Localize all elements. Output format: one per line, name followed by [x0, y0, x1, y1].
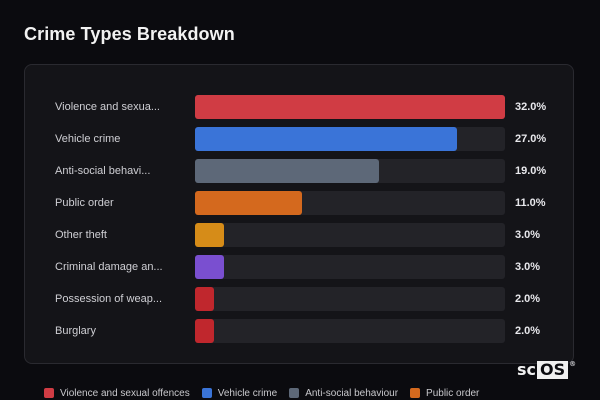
bar	[195, 319, 215, 343]
bar	[195, 191, 302, 215]
bar-track	[195, 159, 505, 183]
bar	[195, 255, 225, 279]
bar-row: Criminal damage an... 3.0%	[25, 255, 573, 279]
bar-value-label: 27.0%	[515, 133, 547, 145]
bar-track	[195, 191, 505, 215]
bar-category-label: Vehicle crime	[55, 133, 121, 145]
bar-category-label: Anti-social behavi...	[55, 165, 151, 177]
bar-row: Violence and sexua... 32.0%	[25, 95, 573, 119]
bar-value-label: 32.0%	[515, 101, 547, 113]
legend-label: Violence and sexual offences	[60, 387, 190, 399]
scos-logo: sc OS ®	[517, 360, 576, 379]
bar	[195, 159, 380, 183]
bar-track	[195, 319, 505, 343]
chart-panel: Violence and sexua... 32.0% Vehicle crime 2…	[24, 64, 574, 364]
bar-track	[195, 287, 505, 311]
bar-value-label: 2.0%	[515, 293, 541, 305]
bar-track	[195, 95, 505, 119]
logo-text-prefix: sc	[517, 360, 537, 379]
bar-track	[195, 127, 505, 151]
bar-row: Other theft 3.0%	[25, 223, 573, 247]
bar-value-label: 19.0%	[515, 165, 547, 177]
legend-swatch	[410, 388, 421, 398]
bar	[195, 127, 457, 151]
bar-category-label: Possession of weap...	[55, 293, 163, 305]
legend-label: Anti-social behaviour	[305, 387, 399, 399]
bar-row: Vehicle crime 27.0%	[25, 127, 573, 151]
bar	[195, 287, 215, 311]
legend-swatch	[289, 388, 300, 398]
chart-legend: Violence and sexual offences Vehicle crim…	[44, 386, 491, 400]
bar-row: Public order 11.0%	[25, 191, 573, 215]
bar	[195, 223, 225, 247]
legend-item: Public order	[410, 388, 479, 399]
bar-value-label: 11.0%	[515, 197, 546, 209]
legend-label: Public order	[426, 387, 480, 399]
legend-label: Vehicle crime	[217, 387, 278, 399]
bar-value-label: 3.0%	[515, 229, 541, 241]
bar	[195, 95, 505, 119]
bar-row: Burglary 2.0%	[25, 319, 573, 343]
logo-registered-mark: ®	[569, 360, 577, 368]
legend-swatch	[201, 388, 212, 398]
legend-swatch	[44, 388, 54, 398]
legend-item: Anti-social behaviour	[289, 388, 398, 399]
bar-category-label: Public order	[55, 197, 114, 209]
bar-row: Possession of weap... 2.0%	[25, 287, 573, 311]
legend-item: Violence and sexual offences	[44, 388, 190, 399]
bar-category-label: Burglary	[55, 325, 96, 337]
bar-row: Anti-social behavi... 19.0%	[25, 159, 573, 183]
bar-track	[195, 255, 505, 279]
bar-category-label: Other theft	[55, 229, 107, 241]
logo-text-box: OS	[537, 360, 569, 379]
bar-track	[195, 223, 505, 247]
bar-value-label: 2.0%	[515, 325, 541, 337]
legend-item: Vehicle crime	[201, 387, 278, 399]
bar-value-label: 3.0%	[515, 261, 541, 273]
page-title: Crime Types Breakdown	[24, 24, 235, 44]
bar-category-label: Violence and sexua...	[55, 101, 160, 113]
bar-category-label: Criminal damage an...	[55, 261, 163, 273]
